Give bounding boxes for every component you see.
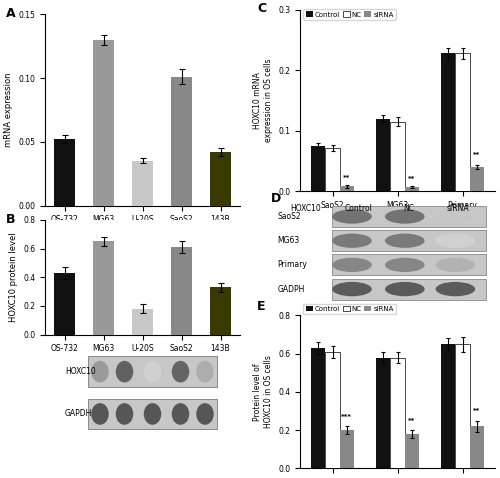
Bar — [132, 309, 153, 335]
Text: SaoS2: SaoS2 — [277, 212, 301, 221]
Bar — [390, 358, 404, 468]
Text: C: C — [257, 2, 266, 15]
Bar — [470, 426, 484, 468]
Ellipse shape — [196, 361, 214, 382]
Y-axis label: Protein level of
HOXC10 in OS cells: Protein level of HOXC10 in OS cells — [253, 356, 272, 428]
Ellipse shape — [385, 258, 424, 272]
Ellipse shape — [91, 361, 109, 382]
Ellipse shape — [172, 403, 190, 425]
Text: **: ** — [473, 152, 480, 158]
Bar — [340, 186, 354, 191]
Ellipse shape — [144, 403, 161, 425]
Text: MG63: MG63 — [277, 236, 299, 245]
Text: GADPH: GADPH — [277, 284, 304, 293]
Bar — [470, 167, 484, 191]
Text: Control: Control — [344, 204, 372, 213]
Ellipse shape — [332, 258, 372, 272]
Bar — [311, 348, 326, 468]
Text: B: B — [6, 213, 16, 226]
Text: HOXC10: HOXC10 — [65, 367, 96, 376]
Text: **: ** — [473, 408, 480, 414]
Bar — [441, 53, 456, 191]
Bar — [332, 230, 486, 251]
Y-axis label: HOXC10 mRNA
expression in OS cells: HOXC10 mRNA expression in OS cells — [253, 59, 272, 142]
Bar — [456, 344, 469, 468]
Ellipse shape — [196, 403, 214, 425]
Ellipse shape — [172, 361, 190, 382]
Text: NC: NC — [404, 204, 414, 213]
Bar — [210, 152, 231, 206]
Ellipse shape — [332, 234, 372, 248]
Ellipse shape — [144, 361, 161, 382]
Bar — [132, 161, 153, 206]
Bar — [54, 139, 75, 206]
Bar — [376, 358, 390, 468]
Y-axis label: mRNA expression: mRNA expression — [4, 73, 13, 147]
Bar — [441, 344, 456, 468]
Text: GAPDH: GAPDH — [65, 410, 92, 418]
Text: **: ** — [408, 417, 416, 424]
Y-axis label: HOXC10 protein level: HOXC10 protein level — [8, 232, 18, 322]
Bar — [456, 53, 469, 191]
Bar — [376, 119, 390, 191]
Bar — [93, 241, 114, 335]
Ellipse shape — [436, 209, 475, 224]
Bar — [340, 430, 354, 468]
Text: A: A — [6, 7, 16, 20]
Text: siRNA: siRNA — [446, 204, 469, 213]
Bar — [326, 352, 340, 468]
Bar — [210, 287, 231, 335]
Text: HOXC10: HOXC10 — [290, 204, 321, 213]
Bar — [171, 77, 192, 206]
Legend: Control, NC, siRNA: Control, NC, siRNA — [304, 304, 396, 314]
Ellipse shape — [116, 403, 134, 425]
Bar — [332, 254, 486, 275]
Ellipse shape — [436, 234, 475, 248]
Bar — [404, 187, 419, 191]
Bar — [171, 247, 192, 335]
Bar — [332, 279, 486, 300]
Bar — [332, 206, 486, 227]
Ellipse shape — [91, 403, 109, 425]
Text: **: ** — [343, 175, 350, 181]
Ellipse shape — [332, 282, 372, 296]
Ellipse shape — [385, 209, 424, 224]
Ellipse shape — [436, 282, 475, 296]
Text: **: ** — [408, 176, 416, 182]
Bar — [311, 146, 326, 191]
Bar — [88, 399, 218, 429]
Text: D: D — [270, 192, 281, 206]
Text: Primary: Primary — [277, 261, 307, 270]
Ellipse shape — [332, 209, 372, 224]
Ellipse shape — [436, 258, 475, 272]
Bar — [88, 356, 218, 387]
Bar — [54, 273, 75, 335]
Bar — [404, 434, 419, 468]
Ellipse shape — [385, 234, 424, 248]
Text: ***: *** — [342, 413, 352, 420]
Text: E: E — [257, 300, 266, 313]
Bar — [390, 121, 404, 191]
Ellipse shape — [385, 282, 424, 296]
Legend: Control, NC, siRNA: Control, NC, siRNA — [304, 10, 396, 20]
Ellipse shape — [116, 361, 134, 382]
Bar — [93, 40, 114, 206]
Bar — [326, 148, 340, 191]
